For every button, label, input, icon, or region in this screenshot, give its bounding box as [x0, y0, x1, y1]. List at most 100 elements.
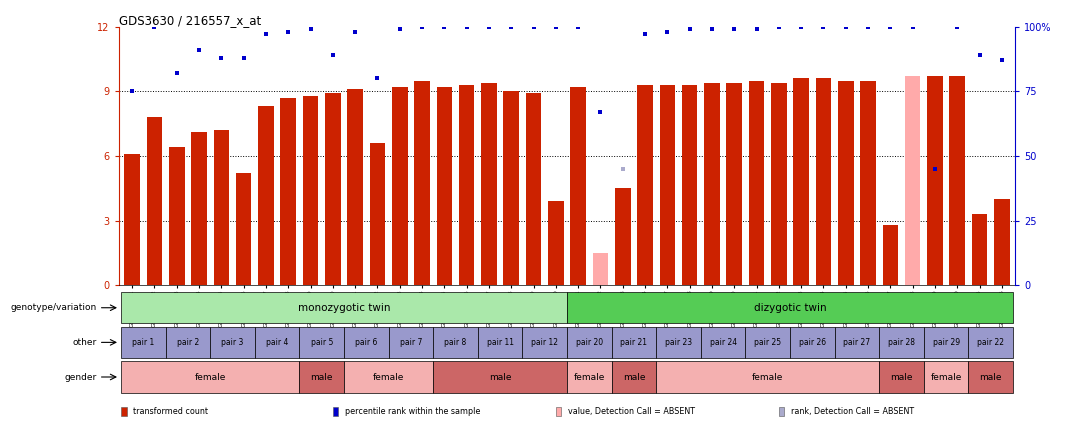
Bar: [879, 361, 923, 392]
Bar: [255, 327, 299, 358]
Bar: [745, 327, 789, 358]
Bar: [436, 87, 453, 285]
Bar: [835, 327, 879, 358]
Text: female: female: [930, 373, 962, 381]
Text: pair 21: pair 21: [620, 338, 647, 347]
Bar: [459, 85, 474, 285]
Bar: [302, 95, 319, 285]
Text: rank, Detection Call = ABSENT: rank, Detection Call = ABSENT: [791, 407, 915, 416]
Bar: [905, 76, 920, 285]
Bar: [789, 327, 835, 358]
Bar: [369, 143, 386, 285]
Text: genotype/variation: genotype/variation: [10, 303, 96, 312]
Bar: [121, 361, 299, 392]
Text: pair 6: pair 6: [355, 338, 378, 347]
Text: gender: gender: [64, 373, 96, 381]
Bar: [214, 130, 229, 285]
Bar: [879, 327, 923, 358]
Bar: [660, 85, 675, 285]
Bar: [235, 173, 252, 285]
Bar: [771, 83, 786, 285]
Text: male: male: [890, 373, 913, 381]
Text: pair 29: pair 29: [932, 338, 960, 347]
Text: pair 23: pair 23: [665, 338, 692, 347]
Bar: [325, 93, 340, 285]
Text: pair 25: pair 25: [754, 338, 781, 347]
Text: pair 22: pair 22: [977, 338, 1004, 347]
Bar: [611, 361, 657, 392]
Text: GDS3630 / 216557_x_at: GDS3630 / 216557_x_at: [119, 14, 261, 27]
Bar: [701, 327, 745, 358]
Bar: [333, 407, 338, 416]
Bar: [433, 361, 567, 392]
Text: pair 24: pair 24: [710, 338, 737, 347]
Bar: [503, 91, 519, 285]
Bar: [121, 407, 126, 416]
Text: percentile rank within the sample: percentile rank within the sample: [346, 407, 481, 416]
Text: pair 4: pair 4: [266, 338, 288, 347]
Bar: [611, 327, 657, 358]
Bar: [415, 80, 430, 285]
Bar: [949, 76, 966, 285]
Bar: [345, 327, 389, 358]
Bar: [556, 407, 562, 416]
Bar: [168, 147, 185, 285]
Bar: [526, 93, 541, 285]
Text: pair 11: pair 11: [487, 338, 514, 347]
Bar: [124, 154, 140, 285]
Bar: [927, 76, 943, 285]
Bar: [523, 327, 567, 358]
Text: pair 8: pair 8: [444, 338, 467, 347]
Text: male: male: [310, 373, 333, 381]
Text: value, Detection Call = ABSENT: value, Detection Call = ABSENT: [568, 407, 696, 416]
Text: pair 5: pair 5: [311, 338, 333, 347]
Bar: [923, 361, 969, 392]
Text: female: female: [573, 373, 605, 381]
Bar: [570, 87, 586, 285]
Text: pair 2: pair 2: [177, 338, 199, 347]
Text: pair 20: pair 20: [576, 338, 603, 347]
Bar: [211, 327, 255, 358]
Bar: [567, 327, 611, 358]
Bar: [615, 188, 631, 285]
Bar: [345, 361, 433, 392]
Bar: [969, 327, 1013, 358]
Text: pair 1: pair 1: [132, 338, 154, 347]
Bar: [147, 117, 162, 285]
Text: transformed count: transformed count: [133, 407, 208, 416]
Bar: [433, 327, 477, 358]
Bar: [794, 78, 809, 285]
Bar: [861, 80, 876, 285]
Bar: [779, 407, 784, 416]
Text: female: female: [373, 373, 404, 381]
Bar: [838, 80, 853, 285]
Text: male: male: [980, 373, 1002, 381]
Bar: [548, 201, 564, 285]
Bar: [392, 87, 407, 285]
Bar: [969, 361, 1013, 392]
Bar: [727, 83, 742, 285]
Text: pair 26: pair 26: [799, 338, 826, 347]
Text: female: female: [194, 373, 226, 381]
Text: pair 27: pair 27: [843, 338, 870, 347]
Bar: [923, 327, 969, 358]
Bar: [972, 214, 987, 285]
Text: other: other: [72, 338, 96, 347]
Bar: [121, 292, 567, 323]
Bar: [281, 98, 296, 285]
Bar: [681, 85, 698, 285]
Bar: [882, 225, 899, 285]
Bar: [994, 199, 1010, 285]
Bar: [165, 327, 211, 358]
Bar: [657, 361, 879, 392]
Bar: [299, 361, 345, 392]
Bar: [593, 253, 608, 285]
Bar: [815, 78, 832, 285]
Text: pair 3: pair 3: [221, 338, 244, 347]
Text: dizygotic twin: dizygotic twin: [754, 303, 826, 313]
Text: male: male: [489, 373, 511, 381]
Text: pair 28: pair 28: [888, 338, 915, 347]
Bar: [121, 327, 165, 358]
Text: pair 7: pair 7: [400, 338, 422, 347]
Text: monozygotic twin: monozygotic twin: [298, 303, 390, 313]
